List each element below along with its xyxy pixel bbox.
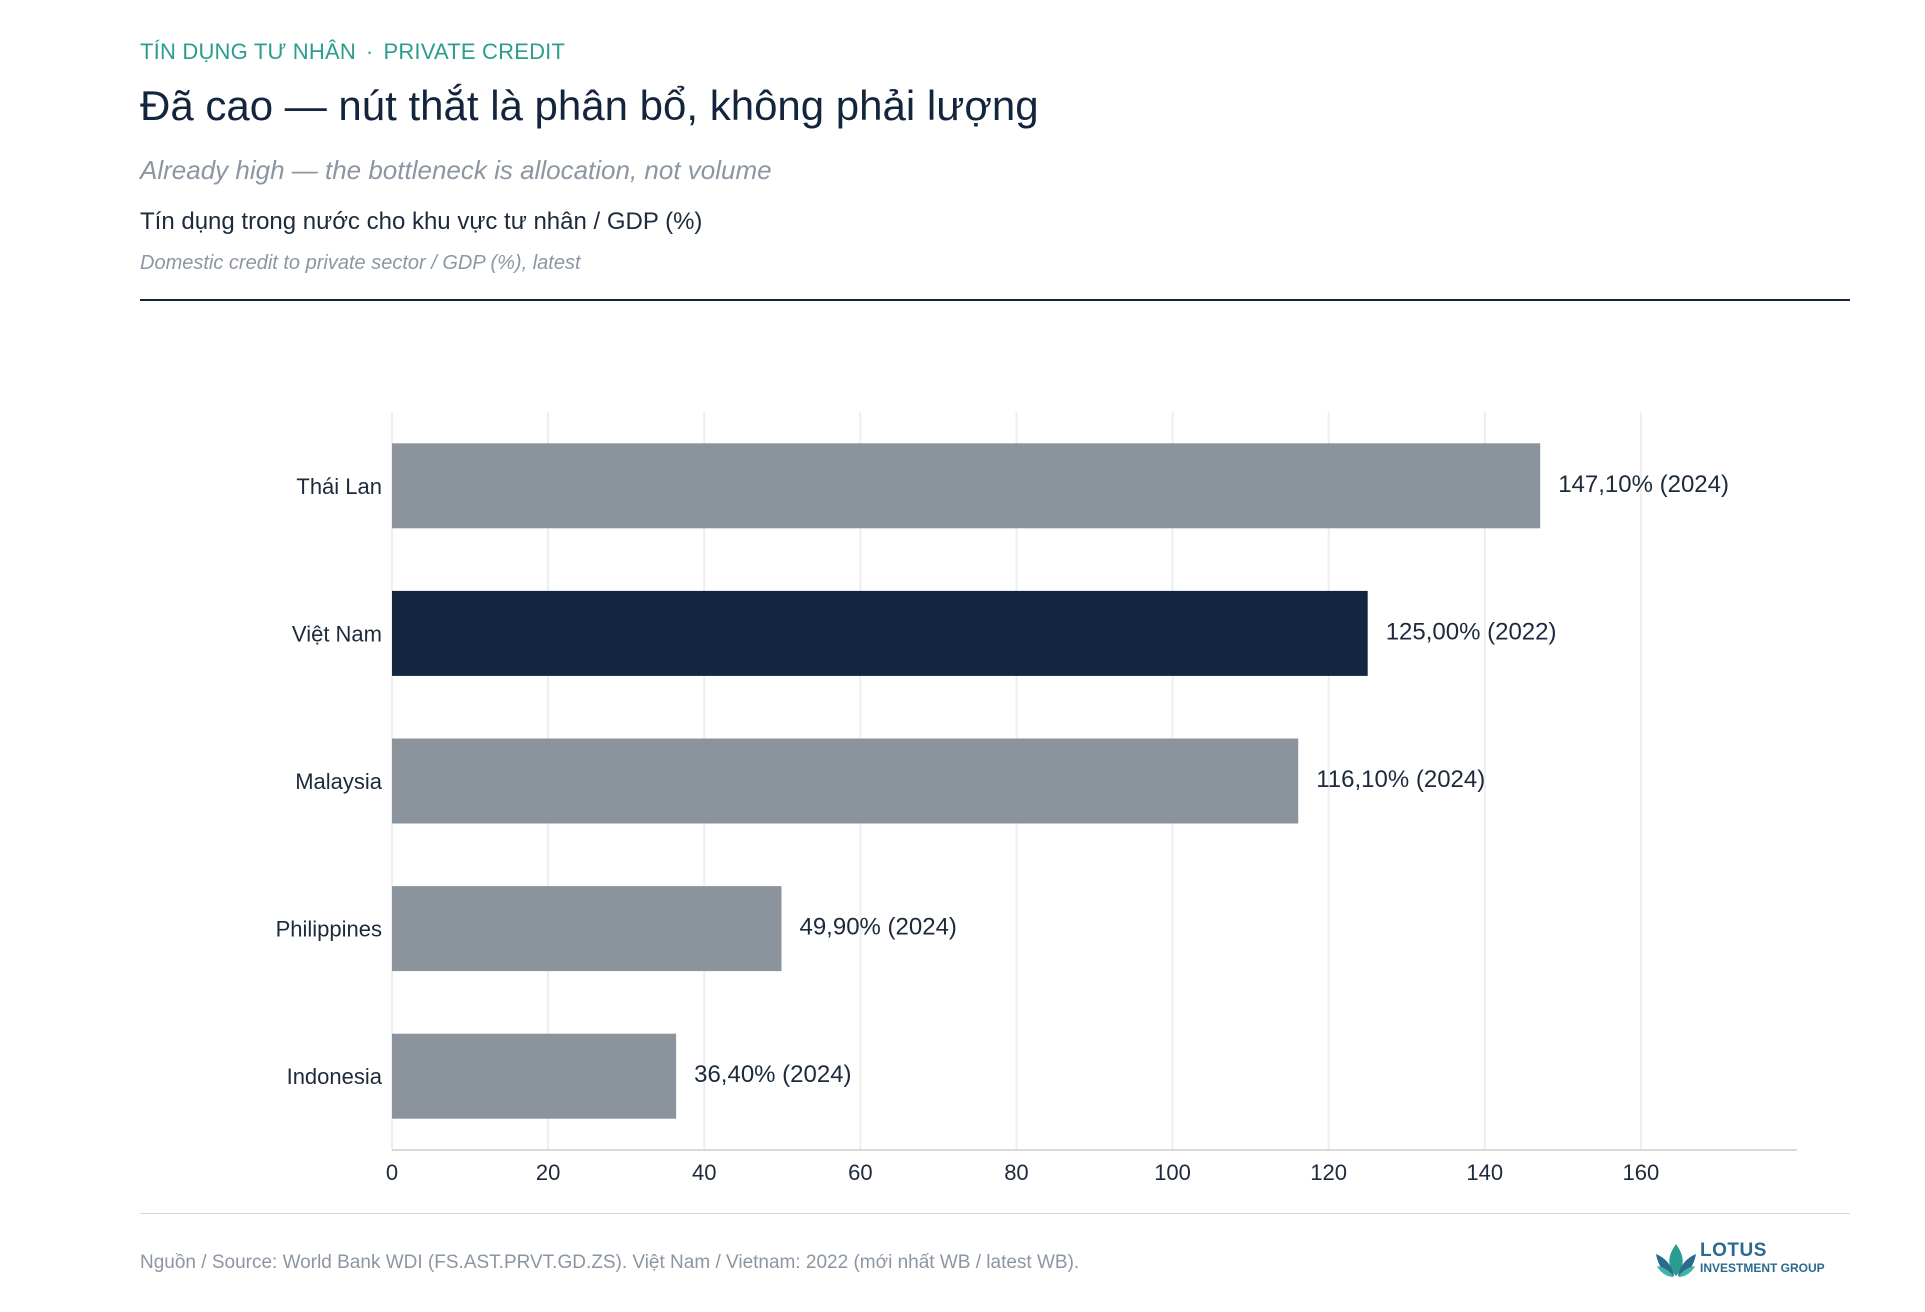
kicker-en: PRIVATE CREDIT [383,39,566,64]
category-label-2: Malaysia [295,769,383,794]
category-label-1: Việt Nam [292,621,382,646]
category-label-4: Indonesia [287,1064,383,1089]
category-label-0: Thái Lan [296,474,382,499]
company-logo: LOTUS INVESTMENT GROUP [1654,1236,1834,1280]
kicker: TÍN DỤNG TƯ NHÂN · PRIVATE CREDIT [140,39,565,65]
logo-text-lotus: LOTUS [1700,1240,1767,1261]
x-tick-label-20: 20 [536,1160,560,1185]
page-title: Đã cao — nút thắt là phân bổ, không phải… [140,82,1039,129]
category-label-3: Philippines [276,917,382,942]
header-divider [140,299,1850,301]
bar-3 [392,886,782,972]
x-tick-label-100: 100 [1154,1160,1191,1185]
logo-text-group: INVESTMENT GROUP [1700,1261,1825,1275]
chart-title: Tín dụng trong nước cho khu vực tư nhân … [140,208,703,235]
source-note: Nguồn / Source: World Bank WDI (FS.AST.P… [140,1252,1080,1273]
data-label-3: 49,90% (2024) [799,914,956,941]
x-tick-label-0: 0 [386,1160,398,1185]
x-tick-label-40: 40 [692,1160,716,1185]
x-tick-label-140: 140 [1466,1160,1503,1185]
footer-divider [140,1213,1850,1214]
bar-1 [392,590,1368,676]
kicker-vi: TÍN DỤNG TƯ NHÂN [140,39,356,64]
lotus-icon [1656,1244,1696,1277]
data-label-4: 36,40% (2024) [694,1061,851,1088]
x-tick-label-160: 160 [1623,1160,1660,1185]
bar-2 [392,738,1299,824]
x-tick-label-60: 60 [848,1160,872,1185]
data-label-1: 125,00% (2022) [1386,618,1557,645]
chart-subtitle: Domestic credit to private sector / GDP … [140,252,581,274]
data-label-2: 116,10% (2024) [1316,766,1485,793]
bar-4 [392,1033,677,1119]
kicker-separator: · [365,39,374,64]
page-subtitle: Already high — the bottleneck is allocat… [140,155,772,185]
x-tick-label-120: 120 [1310,1160,1347,1185]
data-label-0: 147,10% (2024) [1558,471,1729,498]
bar-0 [392,443,1541,529]
x-tick-label-80: 80 [1004,1160,1028,1185]
